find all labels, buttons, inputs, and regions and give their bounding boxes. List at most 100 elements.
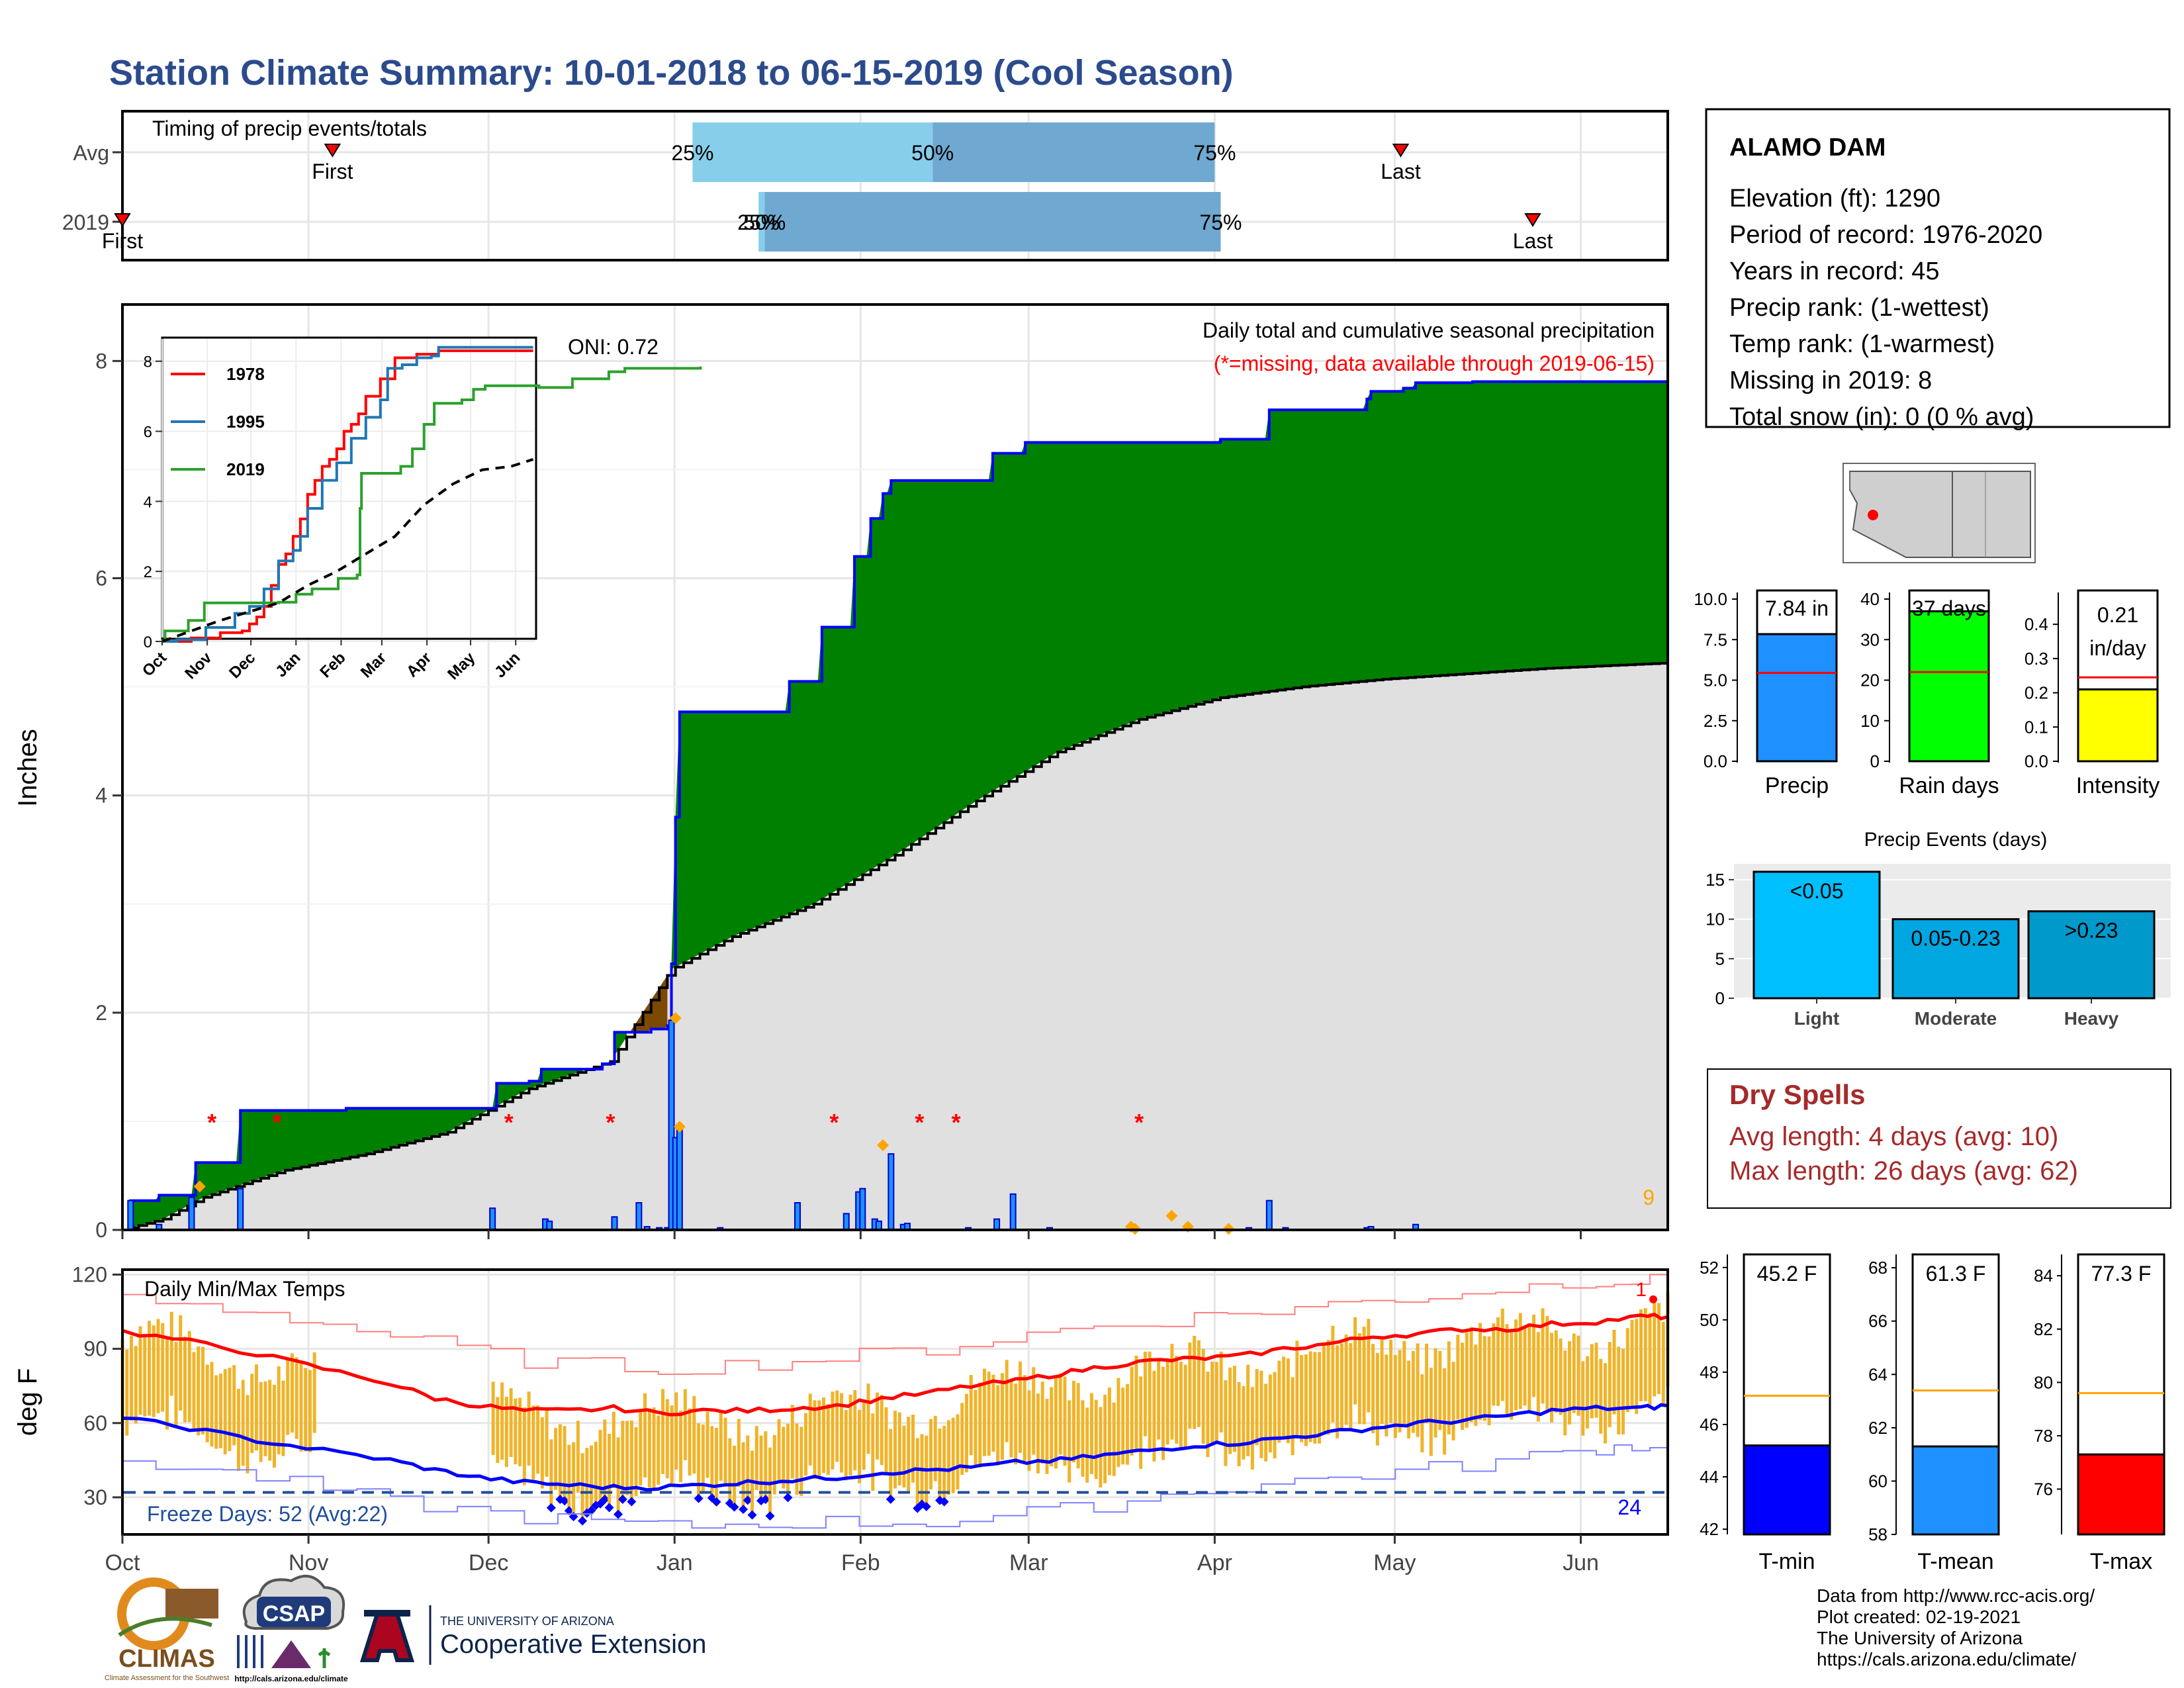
- daily-precip-bar: [842, 1213, 850, 1231]
- events-bar-1: [1891, 918, 2020, 1000]
- csap-mountain-icon: [271, 1640, 311, 1668]
- daily-temp-bar: [192, 1352, 196, 1429]
- daily-temp-bar: [1121, 1387, 1125, 1465]
- timing-p25-label: 25%: [671, 141, 713, 165]
- daily-temp-bar: [848, 1394, 852, 1476]
- daily-temp-bar: [1344, 1335, 1348, 1425]
- daily-temp-bar: [884, 1407, 888, 1473]
- daily-temp-bar: [858, 1409, 862, 1483]
- climas-logo: CLIMAS Climate Assessment for the Southw…: [105, 1577, 229, 1682]
- daily-temp-bar: [1639, 1309, 1643, 1401]
- station-info-line: Missing in 2019: 8: [1729, 367, 1932, 395]
- daily-temp-bar: [969, 1375, 973, 1456]
- daily-temp-bar: [907, 1417, 911, 1493]
- daily-temp-bar: [1416, 1343, 1420, 1437]
- station-info-line: Elevation (ft): 1290: [1729, 185, 1940, 212]
- daily-temp-bar: [1259, 1370, 1263, 1458]
- daily-temp-bar: [737, 1419, 741, 1487]
- dry-spells-avg: Avg length: 4 days (avg: 10): [1729, 1122, 2058, 1151]
- daily-temp-bar: [281, 1380, 285, 1456]
- temp-summary-value: 45.2 F: [1757, 1262, 1817, 1286]
- daily-temp-bar: [1635, 1319, 1639, 1415]
- daily-temp-bar: [1545, 1316, 1549, 1410]
- daily-temp-bar: [272, 1384, 276, 1468]
- daily-temp-bar: [1103, 1394, 1107, 1483]
- precip-areas: [122, 380, 1669, 1231]
- daily-temp-bar: [1112, 1402, 1116, 1476]
- daily-temp-bar: [1040, 1382, 1044, 1464]
- daily-temp-bar: [1099, 1407, 1103, 1488]
- daily-temp-bar: [187, 1331, 191, 1423]
- footer-line: https://cals.arizona.edu/climate/: [1817, 1649, 2076, 1669]
- daily-temp-bar: [772, 1434, 776, 1495]
- daily-temp-bar: [1554, 1330, 1558, 1413]
- daily-temp-bar: [1367, 1319, 1371, 1413]
- daily-temp-bar: [1510, 1329, 1514, 1420]
- temp-y-tick-label: 90: [83, 1337, 107, 1361]
- daily-temp-bar: [1398, 1350, 1402, 1432]
- summary-bar-frame: [1908, 589, 1990, 612]
- timing-label: Timing of precip events/totals: [152, 117, 427, 140]
- freeze-marker: [694, 1493, 704, 1503]
- temp-summary-y-tick-label: 52: [1700, 1258, 1719, 1278]
- daily-temp-bar: [250, 1374, 254, 1454]
- daily-temp-bar: [509, 1388, 513, 1458]
- precip-y-ticks: 0 2 4 6 8: [95, 349, 1582, 1242]
- csap-logo: CSAP http://cals.arizona.edu/climate: [234, 1574, 348, 1683]
- inset-frame: [161, 336, 537, 640]
- daily-temp-bar: [1657, 1303, 1661, 1395]
- daily-temp-bar: [218, 1374, 222, 1448]
- daily-temp-bar: [1385, 1354, 1388, 1436]
- daily-temp-bar: [1353, 1317, 1357, 1405]
- daily-temp-bar: [657, 1415, 660, 1485]
- summary-bar-1: [1908, 610, 1990, 763]
- freeze-marker: [765, 1511, 775, 1521]
- summary-y-tick-label: 30: [1860, 630, 1880, 649]
- daily-temp-bar: [938, 1428, 942, 1501]
- daily-temp-bar: [540, 1417, 544, 1489]
- daily-temp-bar: [1479, 1323, 1482, 1421]
- daily-temp-bar: [790, 1405, 794, 1479]
- daily-temp-bar: [1242, 1385, 1246, 1460]
- missing-count: 9: [1643, 1186, 1655, 1209]
- missing-day-marker: *: [1134, 1109, 1144, 1136]
- daily-temp-bar: [161, 1323, 165, 1412]
- daily-temp-bar: [1313, 1352, 1317, 1444]
- daily-temp-bar: [531, 1405, 535, 1480]
- daily-temp-bar: [1094, 1399, 1098, 1479]
- daily-temp-bar: [236, 1389, 240, 1472]
- daily-temp-bar: [576, 1421, 580, 1493]
- station-name: ALAMO DAM: [1729, 134, 1886, 162]
- temp-summary-name: T-max: [2090, 1549, 2152, 1574]
- missing-day-marker: *: [272, 1109, 281, 1136]
- daily-temp-bar: [1411, 1350, 1415, 1433]
- daily-temp-bar: [522, 1407, 526, 1485]
- daily-temp-bar: [1161, 1366, 1165, 1460]
- daily-temp-bar: [567, 1444, 571, 1511]
- precip-y-tick-label: 2: [95, 1001, 107, 1025]
- daily-temp-bar: [210, 1362, 214, 1447]
- daily-temp-bar: [241, 1380, 245, 1466]
- summary-y-tick-label: 0.1: [2025, 717, 2048, 737]
- daily-temp-bar: [1201, 1348, 1205, 1444]
- csap-badge: [257, 1597, 331, 1627]
- timing-panel: Timing of precip events/totals Avg 25% 50%…: [62, 110, 1669, 261]
- temp-summary-y-tick-label: 84: [2034, 1266, 2053, 1286]
- daily-temp-bar: [1617, 1346, 1621, 1434]
- daily-precip-bar: [127, 1199, 134, 1231]
- events-bars: 0 5 10 15 <0.05 Light 0.05-0.23 Moderate >0.23 He…: [1706, 864, 2171, 1029]
- daily-temp-bar: [169, 1311, 173, 1396]
- daily-temp-bar: [1264, 1383, 1268, 1462]
- freeze-marker: [921, 1501, 931, 1511]
- daily-temp-bar: [647, 1408, 651, 1488]
- daily-temp-bar: [866, 1383, 870, 1454]
- daily-temp-bar: [125, 1349, 129, 1436]
- freeze-days-label: Freeze Days: 52 (Avg:22): [147, 1502, 388, 1526]
- station-info-line: Total snow (in): 0 (0 % avg): [1729, 403, 2034, 431]
- summary-bar-frame: [2077, 589, 2159, 690]
- daily-temp-bar: [1268, 1374, 1272, 1453]
- daily-temp-bar: [799, 1427, 803, 1496]
- missing-day-marker: *: [207, 1109, 216, 1136]
- daily-temp-bar: [661, 1389, 665, 1474]
- station-location-marker: [1868, 510, 1878, 520]
